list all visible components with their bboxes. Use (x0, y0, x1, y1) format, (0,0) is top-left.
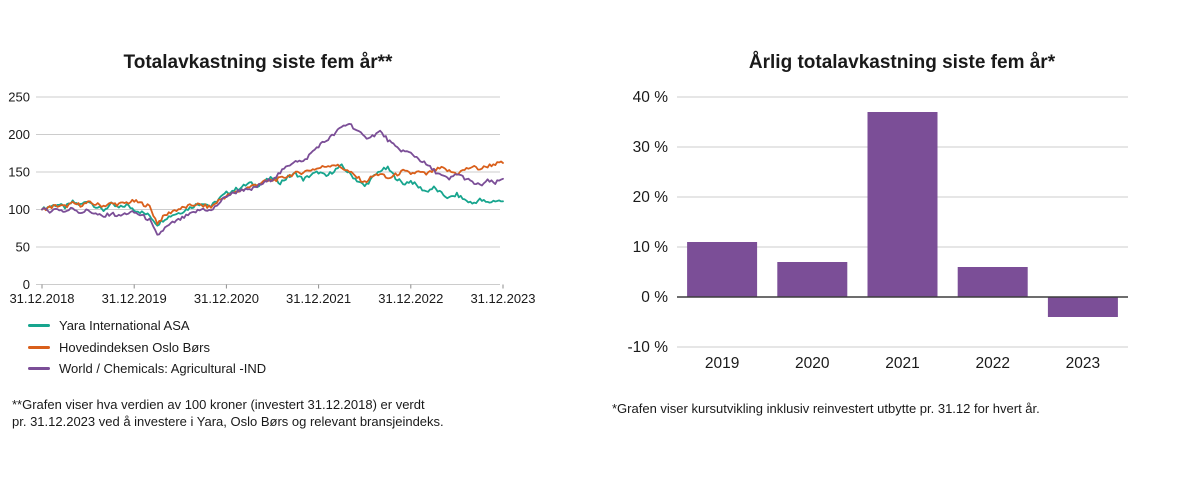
legend-item-yara: Yara International ASA (28, 315, 266, 337)
x-category-label: 2023 (1066, 355, 1100, 372)
y-tick-label: 250 (8, 90, 30, 105)
line-chart-svg: 0 50 100 150 200 250 31.12.2018 31.12.2019 31.12… (8, 90, 535, 307)
x-tick-label: 31.12.2023 (470, 291, 535, 306)
bar-chart-svg: -10 % 0 % 10 % 20 % 30 % 40 % 2019 2020 2021 2022… (628, 89, 1128, 372)
y-tick-label: 150 (8, 165, 30, 180)
x-category-label: 2020 (795, 355, 830, 372)
x-tick-label: 31.12.2021 (286, 291, 351, 306)
x-tick-label: 31.12.2019 (102, 291, 167, 306)
x-category-label: 2021 (885, 355, 919, 372)
x-category-label: 2022 (975, 355, 1009, 372)
y-tick-label: 30 % (633, 139, 669, 156)
line-chart-legend: Yara International ASA Hovedindeksen Osl… (28, 315, 266, 380)
x-tick-label: 31.12.2018 (9, 291, 74, 306)
legend-swatch-world-chemicals-icon (28, 367, 50, 371)
legend-label-oslo-bors: Hovedindeksen Oslo Børs (59, 339, 211, 355)
x-category-label: 2019 (705, 355, 739, 372)
line-chart-title: Totalavkastning siste fem år** (123, 52, 393, 73)
bar-2019 (687, 242, 758, 297)
legend-item-world-chemicals: World / Chemicals: Agricultural -IND (28, 358, 266, 380)
y-tick-label: 100 (8, 202, 30, 217)
bar-2023 (1047, 297, 1118, 317)
legend-label-world-chemicals: World / Chemicals: Agricultural -IND (59, 361, 267, 377)
series-line-1 (41, 163, 504, 227)
y-tick-label: -10 % (628, 339, 669, 356)
bar-chart-footnote: *Grafen viser kursutvikling inklusiv rei… (612, 401, 1040, 416)
y-tick-label: 0 % (641, 289, 668, 306)
x-tick-label: 31.12.2022 (378, 291, 443, 306)
line-chart-footnote-line2: pr. 31.12.2023 ved å investere i Yara, O… (12, 414, 444, 429)
legend-item-oslo-bors: Hovedindeksen Oslo Børs (28, 337, 266, 359)
line-chart-footnote: **Grafen viser hva verdien av 100 kroner… (12, 396, 532, 430)
y-tick-label: 50 (16, 240, 30, 255)
y-tick-label: 200 (8, 127, 30, 142)
series-line-3 (41, 123, 504, 236)
bar-2021 (867, 112, 938, 297)
line-chart-footnote-line1: **Grafen viser hva verdien av 100 kroner… (12, 397, 425, 412)
bar-2022 (957, 267, 1028, 297)
legend-swatch-yara-icon (28, 324, 50, 328)
bar-chart-title: Årlig totalavkastning siste fem år* (748, 52, 1056, 73)
legend-label-yara: Yara International ASA (59, 318, 190, 334)
x-tick-label: 31.12.2020 (194, 291, 259, 306)
legend-swatch-oslo-bors-icon (28, 345, 50, 349)
bar-2020 (777, 262, 848, 297)
y-tick-label: 40 % (633, 89, 669, 106)
y-tick-label: 10 % (633, 239, 669, 256)
y-tick-label: 0 (23, 277, 30, 292)
y-tick-label: 20 % (633, 189, 669, 206)
